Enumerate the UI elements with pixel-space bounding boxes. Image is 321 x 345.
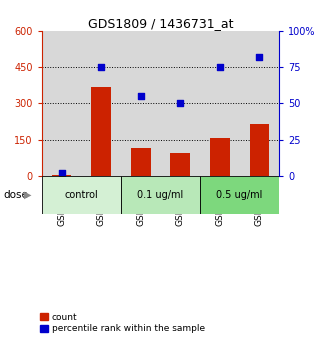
- Bar: [210, 138, 230, 176]
- Point: [257, 55, 262, 60]
- Legend: count, percentile rank within the sample: count, percentile rank within the sample: [37, 309, 209, 337]
- Bar: [131, 148, 151, 176]
- Bar: [52, 175, 71, 176]
- Bar: [200, 176, 279, 214]
- Point: [99, 65, 104, 70]
- Bar: [240, 31, 279, 176]
- Bar: [42, 31, 81, 176]
- Bar: [160, 31, 200, 176]
- Text: control: control: [65, 190, 98, 200]
- Bar: [121, 31, 160, 176]
- Bar: [249, 124, 269, 176]
- Text: dose: dose: [3, 190, 28, 200]
- Text: ▶: ▶: [24, 190, 31, 200]
- Point: [59, 170, 64, 176]
- Text: 0.5 ug/ml: 0.5 ug/ml: [216, 190, 263, 200]
- Bar: [81, 31, 121, 176]
- Bar: [200, 31, 240, 176]
- Bar: [91, 87, 111, 176]
- Bar: [121, 176, 200, 214]
- Title: GDS1809 / 1436731_at: GDS1809 / 1436731_at: [88, 17, 233, 30]
- Point: [138, 93, 143, 99]
- Text: 0.1 ug/ml: 0.1 ug/ml: [137, 190, 184, 200]
- Point: [178, 101, 183, 106]
- Point: [217, 65, 222, 70]
- Bar: [170, 153, 190, 176]
- Bar: [42, 176, 121, 214]
